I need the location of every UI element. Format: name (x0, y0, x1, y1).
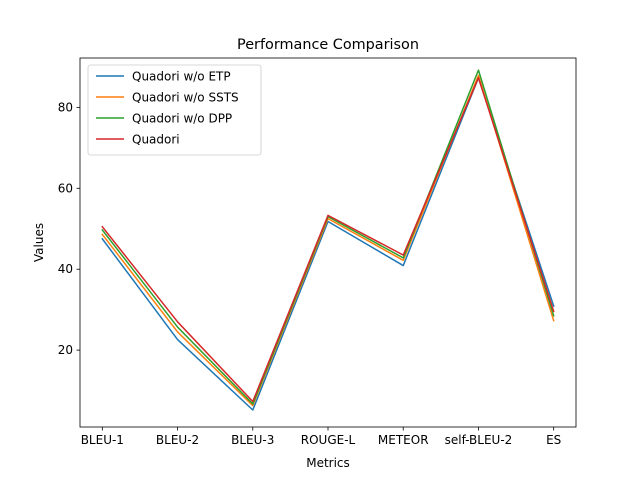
legend: Quadori w/o ETP Quadori w/o SSTS Quadori w… (87, 64, 262, 156)
legend-box (87, 64, 262, 156)
y-tick-label: 80 (58, 100, 73, 114)
y-tick-label: 60 (58, 181, 73, 195)
x-tick-label: ROUGE-L (301, 433, 356, 447)
x-tick-label: BLEU-2 (156, 433, 199, 447)
x-axis-label: Metrics (306, 456, 350, 470)
x-tick-label: self-BLEU-2 (445, 433, 513, 447)
series-line (101, 77, 555, 403)
y-axis: 20 40 60 80 (58, 100, 80, 357)
chart-title: Performance Comparison (237, 37, 419, 53)
legend-label: Quadori w/o SSTS (132, 91, 239, 105)
legend-label: Quadori w/o DPP (132, 112, 232, 126)
x-tick-label: BLEU-1 (81, 433, 124, 447)
x-axis: BLEU-1 BLEU-2 BLEU-3 ROUGE-L METEOR self-BLEU… (81, 427, 561, 447)
x-tick-label: BLEU-3 (231, 433, 274, 447)
y-tick-label: 40 (58, 262, 73, 276)
series-line (101, 74, 555, 407)
y-axis-label: Values (32, 223, 46, 262)
legend-label: Quadori w/o ETP (132, 70, 231, 84)
legend-label: Quadori (132, 133, 180, 147)
series-layer (101, 69, 555, 411)
y-tick-label: 20 (58, 343, 73, 357)
x-tick-label: METEOR (378, 433, 429, 447)
x-tick-label: ES (546, 433, 561, 447)
